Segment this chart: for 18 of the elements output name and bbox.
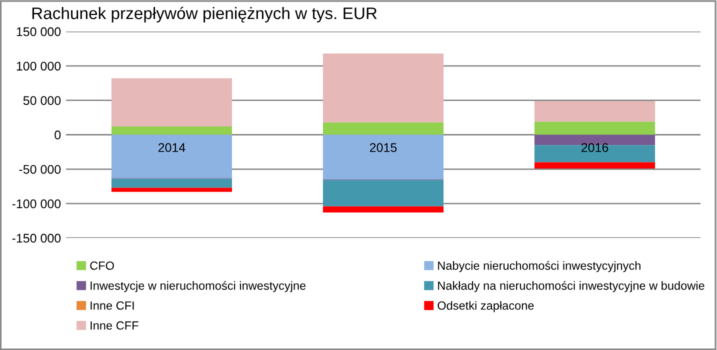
legend-label: Inwestycje w nieruchomości inwestycyjne bbox=[90, 281, 306, 292]
legend-label: Inne CFF bbox=[90, 321, 138, 330]
y-tick-label: -150 000 bbox=[12, 234, 61, 243]
x-tick-label: 2016 bbox=[581, 143, 608, 152]
legend-label: Nakłady na nieruchomości inwestycyjne w budowie bbox=[438, 281, 704, 292]
chart-title: Rachunek przepływów pieniężnych w tys. EUR bbox=[32, 6, 377, 23]
legend-label: Inne CFI bbox=[90, 301, 134, 310]
x-tick-label: 2014 bbox=[158, 143, 186, 152]
y-tick-label: -50 000 bbox=[19, 164, 61, 174]
legend-label: CFO bbox=[90, 261, 114, 270]
legend-label: Odsetki zapłacone bbox=[438, 301, 534, 312]
y-tick-label: 150 000 bbox=[16, 27, 61, 36]
y-tick-label: 50 000 bbox=[23, 96, 61, 105]
y-tick-label: -100 000 bbox=[12, 199, 61, 208]
y-tick-label: 100 000 bbox=[16, 62, 61, 71]
x-tick-label: 2015 bbox=[370, 143, 397, 152]
legend-label: Nabycie nieruchomości inwestycyjnych bbox=[438, 261, 640, 272]
y-tick-label: 0 bbox=[54, 130, 61, 140]
